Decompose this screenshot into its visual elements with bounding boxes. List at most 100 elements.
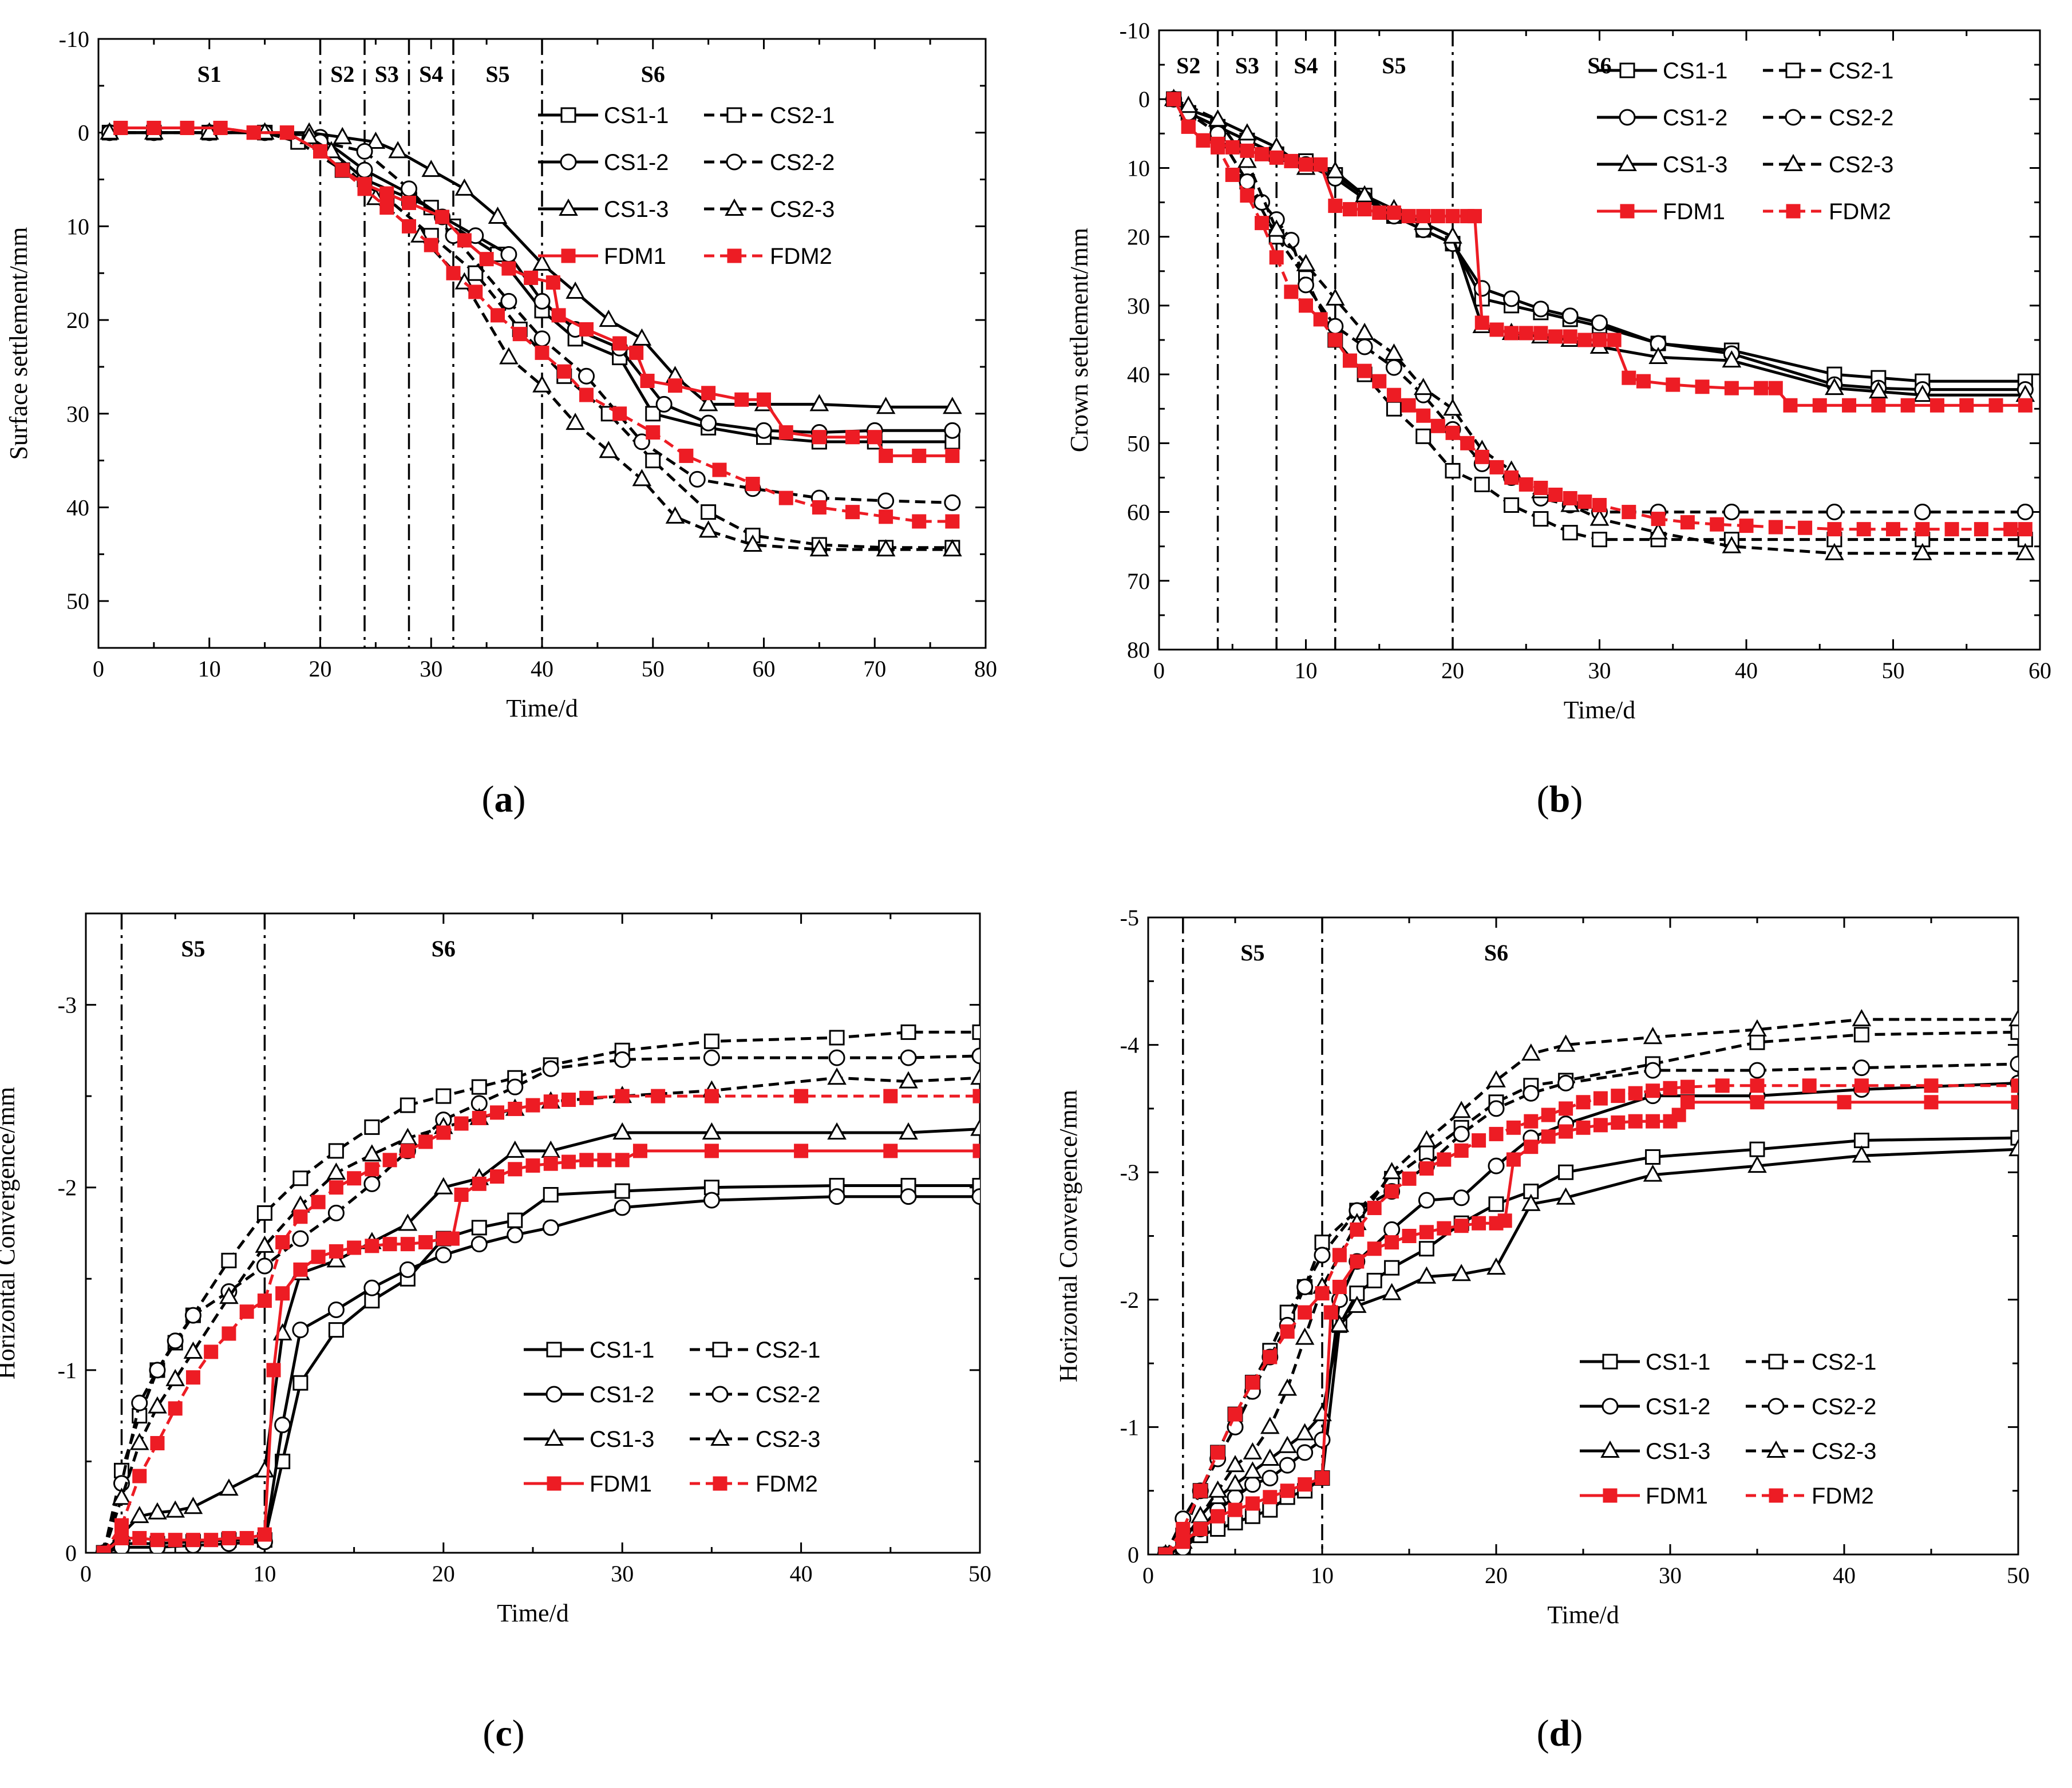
- data-point-fdm1: [1506, 1152, 1521, 1167]
- legend-marker-fdm1: [561, 248, 576, 263]
- data-point-fdm2: [1357, 363, 1372, 378]
- data-point-fdm2: [1367, 1201, 1382, 1216]
- data-point-fdm1: [525, 1158, 540, 1173]
- data-point-cs1-2: [1591, 314, 1608, 331]
- x-axis-label: Time/d: [1547, 1601, 1619, 1629]
- data-point-cs2-2: [2010, 1055, 2018, 1073]
- data-point-cs2-3: [1556, 1034, 1576, 1052]
- data-point-cs2-1: [471, 1079, 487, 1095]
- data-point-cs1-1: [1645, 1149, 1661, 1165]
- y-tick-label: 0: [1138, 86, 1150, 112]
- data-point-fdm2: [1886, 522, 1900, 537]
- legend-label-cs2-3: CS2-3: [1829, 152, 1893, 177]
- data-point-fdm2: [1167, 92, 1181, 106]
- data-point-fdm1: [632, 1144, 647, 1158]
- data-point-fdm2: [1519, 477, 1533, 492]
- data-point-fdm1: [204, 1533, 219, 1548]
- data-point-cs1-3: [2008, 1139, 2018, 1157]
- data-point-cs1-3: [632, 328, 652, 346]
- legend-marker-cs2-3: [710, 1428, 730, 1446]
- plot-frame: [1147, 916, 2019, 1556]
- data-point-cs2-2: [578, 367, 595, 385]
- data-point-fdm1: [1467, 209, 1482, 224]
- data-point-fdm2: [400, 1144, 415, 1158]
- data-point-cs2-3: [1225, 1455, 1245, 1473]
- data-point-cs2-2: [533, 330, 551, 347]
- series-line-cs2-2: [102, 1054, 980, 1553]
- data-point-fdm1: [472, 1176, 487, 1191]
- data-point-fdm2: [1768, 520, 1783, 535]
- legend-marker-cs2-1: [726, 107, 742, 123]
- data-point-fdm2: [204, 1344, 219, 1359]
- data-point-fdm2: [1854, 1078, 1869, 1093]
- y-tick-label: 60: [1127, 500, 1150, 525]
- legend-label-fdm1: FDM1: [1646, 1484, 1708, 1509]
- y-tick-label: 0: [1128, 1542, 1139, 1568]
- data-point-cs2-3: [1747, 1019, 1767, 1037]
- data-point-fdm1: [1519, 326, 1533, 341]
- data-point-fdm1: [1401, 209, 1416, 224]
- y-tick-label: 80: [1127, 637, 1150, 663]
- data-point-cs1-2: [435, 1247, 452, 1264]
- data-point-fdm2: [1802, 1078, 1817, 1093]
- data-point-fdm1: [1671, 1107, 1686, 1122]
- data-point-fdm1: [1263, 1490, 1278, 1505]
- x-axis-label: Time/d: [506, 694, 578, 722]
- data-point-fdm1: [1548, 329, 1563, 344]
- data-point-fdm2: [1445, 425, 1460, 440]
- legend: CS1-1 CS2-1 CS1-2 CS2-2 CS1-3 CS2-3 FDM1 FDM2: [1580, 1350, 1876, 1509]
- y-tick-label: 40: [66, 495, 89, 520]
- data-point-fdm2: [1739, 519, 1754, 533]
- data-point-fdm1: [579, 322, 594, 337]
- data-point-fdm1: [1328, 199, 1343, 213]
- data-point-fdm1: [612, 336, 627, 351]
- data-point-cs1-2: [1279, 1457, 1296, 1474]
- data-point-fdm2: [1401, 398, 1416, 413]
- data-point-fdm2: [2003, 522, 2018, 537]
- legend-label-cs2-2: CS2-2: [770, 150, 835, 175]
- data-point-cs1-3: [1330, 1315, 1350, 1332]
- data-point-fdm1: [879, 448, 893, 463]
- legend-marker-fdm1: [1603, 1488, 1618, 1503]
- data-point-fdm2: [1193, 1484, 1208, 1498]
- y-tick-label: 30: [66, 401, 89, 427]
- legend-label-cs2-3: CS2-3: [770, 197, 835, 222]
- data-point-fdm2: [1559, 1101, 1573, 1116]
- data-point-fdm2: [1974, 522, 1988, 537]
- data-point-cs2-2: [256, 1257, 273, 1275]
- x-axis-label: Time/d: [497, 1599, 569, 1627]
- series-line-cs1-1: [103, 1184, 980, 1553]
- data-point-cs1-3: [809, 394, 829, 412]
- y-tick-label: -2: [1120, 1287, 1139, 1313]
- data-point-cs1-2: [1296, 1444, 1314, 1461]
- data-point-fdm1: [778, 425, 793, 440]
- data-point-fdm1: [1245, 1496, 1260, 1511]
- data-point-fdm1: [1924, 1095, 1939, 1110]
- data-point-fdm1: [945, 448, 960, 463]
- data-point-fdm2: [1504, 470, 1519, 485]
- data-point-cs2-2: [1227, 1418, 1244, 1435]
- data-point-cs1-3: [827, 1122, 847, 1140]
- legend-label-fdm2: FDM2: [1812, 1484, 1874, 1509]
- y-tick-label: 50: [1127, 430, 1150, 456]
- data-point-fdm1: [1842, 398, 1857, 413]
- x-tick-label: 30: [611, 1561, 634, 1587]
- data-point-cs1-2: [356, 161, 373, 179]
- y-tick-label: 30: [1127, 293, 1150, 319]
- data-point-fdm1: [1559, 1124, 1573, 1139]
- data-point-cs1-3: [219, 1478, 239, 1496]
- data-point-cs1-2: [363, 1279, 381, 1296]
- data-point-fdm1: [1646, 1114, 1660, 1129]
- data-point-fdm1: [1225, 140, 1240, 155]
- data-point-cs2-3: [362, 1144, 382, 1162]
- data-point-fdm2: [945, 514, 960, 529]
- data-point-cs2-1: [703, 1033, 719, 1049]
- data-point-cs2-3: [698, 520, 718, 538]
- data-point-cs2-1: [1592, 532, 1607, 548]
- data-point-cs1-3: [333, 126, 353, 144]
- data-point-cs2-3: [1486, 1070, 1506, 1087]
- data-point-cs1-1: [1244, 1508, 1260, 1524]
- data-point-fdm2: [185, 1370, 200, 1385]
- data-point-fdm1: [1228, 1502, 1243, 1517]
- data-point-fdm2: [1680, 1079, 1695, 1094]
